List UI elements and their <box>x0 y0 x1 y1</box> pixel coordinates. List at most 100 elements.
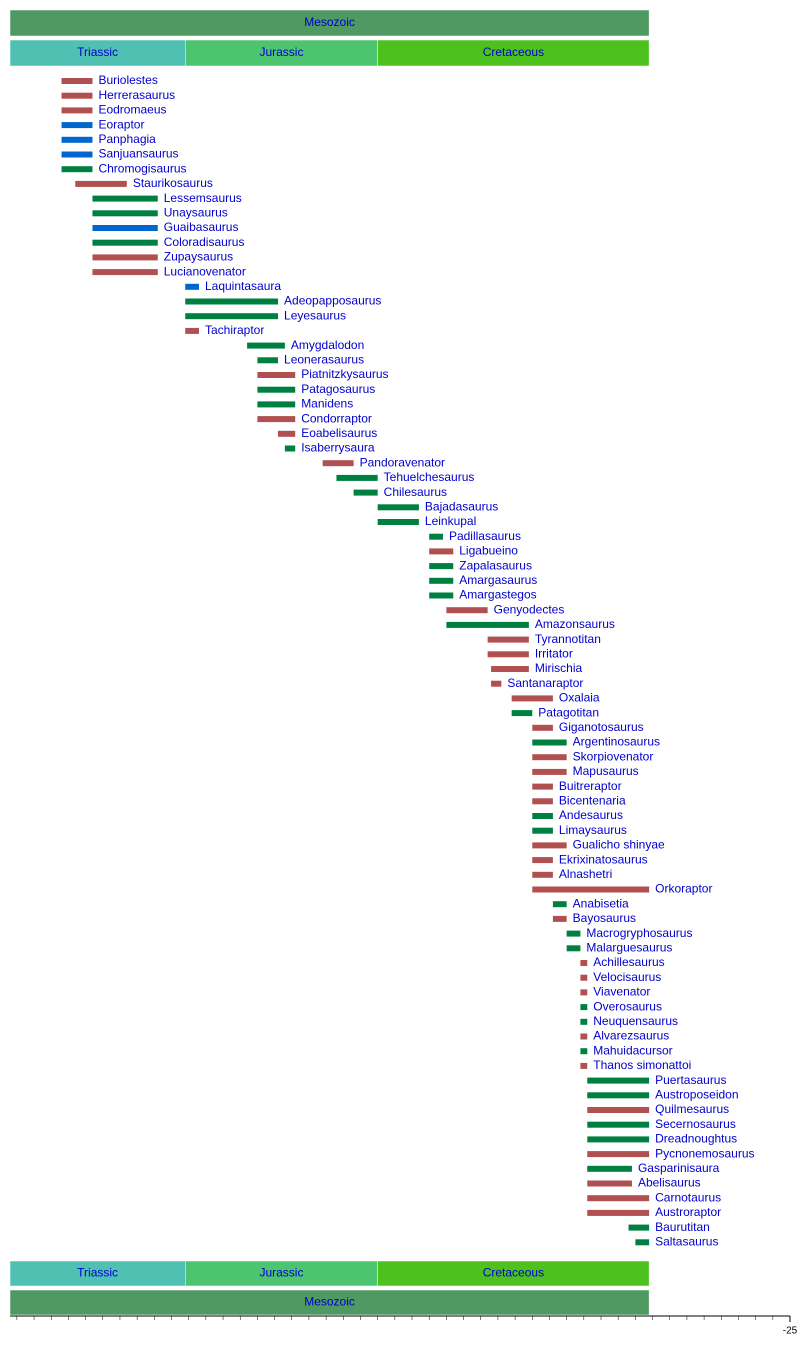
taxon-label: Guaibasaurus <box>164 220 239 234</box>
taxon-label: Herrerasaurus <box>98 88 175 102</box>
taxon-label: Coloradisaurus <box>164 235 245 249</box>
range-bar <box>247 342 285 349</box>
range-bar <box>336 474 378 481</box>
taxon-label: Bajadasaurus <box>425 499 498 513</box>
taxon-label: Neuquensaurus <box>593 1014 678 1028</box>
taxon-label: Sanjuansaurus <box>98 147 178 161</box>
range-bar <box>587 1195 650 1202</box>
taxon-label: Lessemsaurus <box>164 191 242 205</box>
taxon-label: Staurikosaurus <box>133 176 213 190</box>
range-bar <box>92 195 158 202</box>
range-bar <box>532 798 553 805</box>
range-bar <box>587 1121 650 1128</box>
taxon-label: Leinkupal <box>425 514 476 528</box>
range-bar <box>587 1077 650 1084</box>
taxon-label: Lucianovenator <box>164 264 246 278</box>
taxon-label: Leonerasaurus <box>284 352 364 366</box>
range-bar <box>61 151 93 158</box>
period-band-label: Jurassic <box>259 1266 303 1280</box>
taxon-label: Quilmesaurus <box>655 1102 729 1116</box>
range-bar <box>487 636 529 643</box>
era-band-label: Mesozoic <box>304 15 355 29</box>
range-bar <box>566 930 581 937</box>
taxon-label: Zupaysaurus <box>164 250 233 264</box>
period-band-label: Triassic <box>77 45 118 59</box>
range-bar <box>587 1209 650 1216</box>
range-bar <box>429 548 454 555</box>
range-bar <box>257 372 296 378</box>
taxon-label: Anabisetia <box>573 896 629 910</box>
taxon-label: Eodromaeus <box>98 103 166 117</box>
range-bar <box>511 695 553 702</box>
range-bar <box>587 1151 650 1158</box>
range-bar <box>429 533 443 540</box>
range-bar <box>532 842 567 849</box>
taxon-label: Condorraptor <box>301 411 372 425</box>
taxon-label: Buriolestes <box>98 73 157 87</box>
range-bar <box>587 1180 632 1187</box>
taxon-label: Overosaurus <box>593 999 662 1013</box>
range-bar <box>278 430 296 437</box>
range-bar <box>61 166 93 173</box>
range-bar <box>587 1092 650 1099</box>
taxon-label: Eoabelisaurus <box>301 426 377 440</box>
range-bar <box>552 901 567 908</box>
range-bar <box>446 621 529 628</box>
period-band <box>377 1260 650 1287</box>
taxon-label: Giganotosaurus <box>559 720 644 734</box>
taxon-label: Mapusaurus <box>573 764 639 778</box>
taxon-label: Limaysaurus <box>559 823 627 837</box>
range-bar <box>61 78 93 84</box>
range-bar <box>185 298 279 305</box>
range-bar <box>284 445 296 452</box>
taxon-label: Pandoravenator <box>360 455 445 469</box>
taxon-label: Puertasaurus <box>655 1073 726 1087</box>
taxon-label: Saltasaurus <box>655 1234 718 1248</box>
period-band-label: Cretaceous <box>483 45 544 59</box>
taxon-label: Leyesaurus <box>284 308 346 322</box>
taxon-label: Bayosaurus <box>573 911 636 925</box>
taxon-label: Ekrixinatosaurus <box>559 852 648 866</box>
range-bar <box>580 1004 588 1011</box>
period-band <box>377 39 650 67</box>
taxon-label: Austroposeidon <box>655 1087 738 1101</box>
period-band <box>184 39 378 67</box>
range-bar <box>511 710 533 717</box>
taxon-label: Achillesaurus <box>593 955 664 969</box>
taxon-label: Gasparinisaura <box>638 1161 720 1175</box>
range-bar <box>61 122 93 129</box>
range-bar <box>532 827 553 834</box>
taxon-label: Chromogisaurus <box>98 161 186 175</box>
taxon-label: Irritator <box>535 646 573 660</box>
range-bar <box>491 680 502 687</box>
range-bar <box>61 136 93 143</box>
range-bar <box>552 915 567 922</box>
taxon-label: Argentinosaurus <box>573 735 660 749</box>
period-band <box>9 39 186 67</box>
taxon-label: Malarguesaurus <box>586 940 672 954</box>
range-bar <box>532 813 553 819</box>
range-bar <box>587 1136 650 1143</box>
range-bar <box>92 269 158 276</box>
range-bar <box>257 386 296 393</box>
taxon-label: Carnotaurus <box>655 1190 721 1204</box>
period-band <box>184 1260 378 1287</box>
taxon-label: Andesaurus <box>559 808 623 822</box>
range-bar <box>257 416 296 423</box>
taxon-label: Laquintasaura <box>205 279 281 293</box>
x-tick-label: -25 <box>783 1326 798 1337</box>
taxon-label: Orkoraptor <box>655 882 712 896</box>
taxon-label: Skorpiovenator <box>573 749 654 763</box>
taxon-label: Unaysaurus <box>164 205 228 219</box>
range-bar <box>580 1018 588 1025</box>
range-bar <box>75 180 127 187</box>
taxon-label: Viavenator <box>593 985 650 999</box>
taxon-label: Ligabueino <box>459 544 518 558</box>
era-band-label: Mesozoic <box>304 1295 355 1309</box>
taxon-label: Gualicho shinyae <box>573 838 665 852</box>
range-bar <box>532 857 553 864</box>
taxon-label: Eoraptor <box>98 117 144 131</box>
taxon-label: Padillasaurus <box>449 529 521 543</box>
taxon-label: Alnashetri <box>559 867 612 881</box>
taxon-label: Panphagia <box>98 132 156 146</box>
